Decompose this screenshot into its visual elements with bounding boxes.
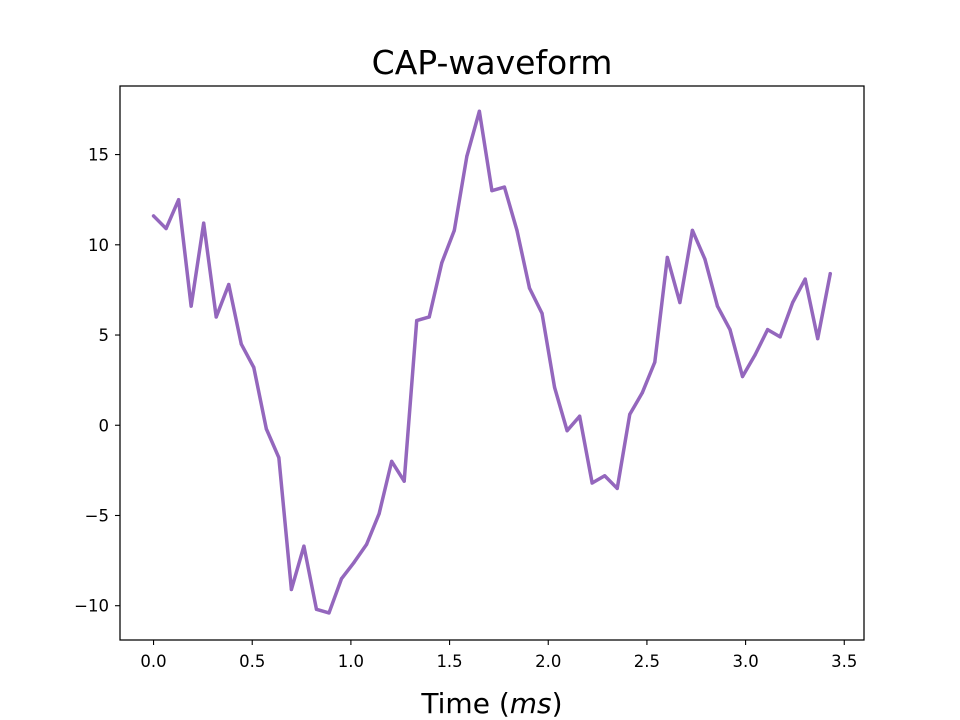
x-tick-label: 0.0 [140, 652, 166, 671]
y-tick-label: 0 [99, 416, 110, 435]
y-tick-label: 15 [88, 146, 109, 165]
plot-area [120, 86, 864, 640]
x-tick-label: 2.0 [535, 652, 561, 671]
data-point [352, 560, 356, 565]
data-point [289, 587, 293, 592]
data-point [227, 282, 231, 287]
data-point [615, 486, 619, 491]
chart-title: CAP-waveform [372, 43, 613, 82]
data-point [603, 474, 607, 478]
data-point [803, 277, 807, 281]
data-point [665, 255, 669, 260]
x-tick-label: 3.0 [732, 652, 758, 671]
data-point [640, 391, 644, 395]
data-point [515, 228, 519, 232]
data-point [540, 311, 544, 315]
data-point [653, 360, 657, 364]
data-point [151, 214, 156, 218]
data-point [214, 315, 218, 319]
x-axis-label-unit: ms [510, 687, 552, 720]
data-point [327, 611, 331, 615]
data-point [703, 257, 707, 261]
data-point [252, 365, 256, 370]
data-point [766, 328, 770, 332]
data-point [277, 456, 281, 460]
y-tick-label: 10 [88, 236, 109, 255]
data-point [690, 228, 695, 232]
x-tick-label: 0.5 [239, 652, 265, 671]
data-point [678, 300, 682, 305]
data-point [552, 385, 557, 389]
y-tick-label: 5 [99, 326, 110, 345]
data-point [828, 272, 832, 276]
series-layer [151, 109, 832, 615]
data-point [415, 318, 419, 323]
data-point [177, 198, 181, 202]
data-point [715, 304, 720, 308]
data-point [490, 189, 494, 193]
data-point [590, 481, 594, 485]
plot-frame [119, 85, 865, 641]
data-point [402, 479, 406, 483]
y-tick-label: −10 [74, 597, 109, 616]
y-tick-label: −5 [85, 506, 109, 525]
x-tick-label: 1.0 [338, 652, 364, 671]
data-point [390, 459, 394, 463]
data-point [377, 512, 381, 516]
data-point [477, 109, 481, 113]
data-point [427, 315, 431, 319]
data-point [202, 221, 206, 225]
x-axis: 0.0 0.5 1.0 1.5 2.0 2.5 3.0 3.5 [140, 640, 857, 671]
data-point [565, 429, 569, 433]
x-tick-label: 2.5 [634, 652, 660, 671]
data-point [502, 185, 507, 189]
data-point [314, 607, 319, 611]
x-axis-label: Time (ms) [420, 687, 562, 720]
data-point [791, 300, 795, 305]
data-point [264, 427, 268, 431]
y-axis: −10 −5 0 5 10 15 [74, 146, 120, 616]
data-point [628, 412, 632, 417]
data-point [778, 335, 782, 339]
data-point [728, 328, 732, 332]
data-point [452, 228, 456, 232]
x-tick-label: 1.5 [436, 652, 462, 671]
data-point [339, 577, 344, 581]
data-point [816, 337, 820, 341]
data-point [189, 304, 193, 308]
data-point [440, 261, 444, 265]
x-axis-label-suffix: ) [552, 687, 563, 720]
data-point [302, 544, 306, 548]
data-point [740, 374, 745, 379]
data-point [239, 342, 243, 346]
data-point [753, 353, 757, 357]
data-point [578, 414, 582, 418]
data-point [364, 542, 369, 546]
x-tick-label: 3.5 [831, 652, 857, 671]
data-point [465, 154, 469, 158]
x-axis-label-prefix: Time ( [420, 687, 509, 720]
data-point [164, 226, 168, 231]
data-point [527, 286, 532, 290]
